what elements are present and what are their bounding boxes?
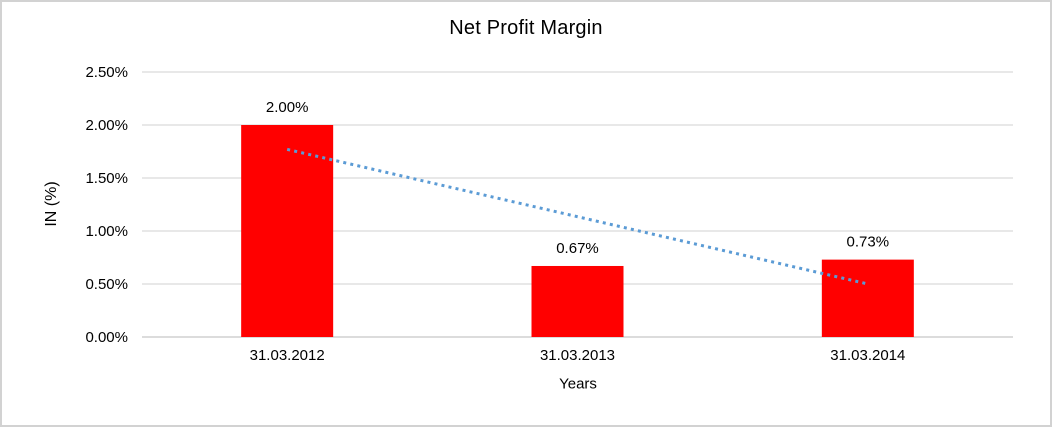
y-tick-label: 1.00%: [85, 223, 128, 240]
data-label: 0.67%: [556, 240, 599, 257]
x-tick-label: 31.03.2012: [250, 347, 325, 364]
x-tick-label: 31.03.2014: [830, 347, 905, 364]
x-tick-label: 31.03.2013: [540, 347, 615, 364]
bar: [531, 265, 624, 337]
bar: [821, 259, 914, 337]
data-label: 2.00%: [266, 99, 309, 116]
x-axis-title: Years: [559, 375, 597, 393]
y-tick-label: 1.50%: [85, 170, 128, 187]
y-tick-label: 0.50%: [85, 276, 128, 293]
y-tick-label: 2.50%: [85, 64, 128, 81]
y-tick-label: 2.00%: [85, 117, 128, 134]
chart-title: Net Profit Margin: [449, 17, 603, 39]
data-label: 0.73%: [847, 234, 890, 251]
y-tick-label: 0.00%: [85, 329, 128, 346]
y-axis-title: IN (%): [43, 181, 60, 227]
trendline: [286, 147, 869, 286]
bar: [241, 125, 334, 337]
